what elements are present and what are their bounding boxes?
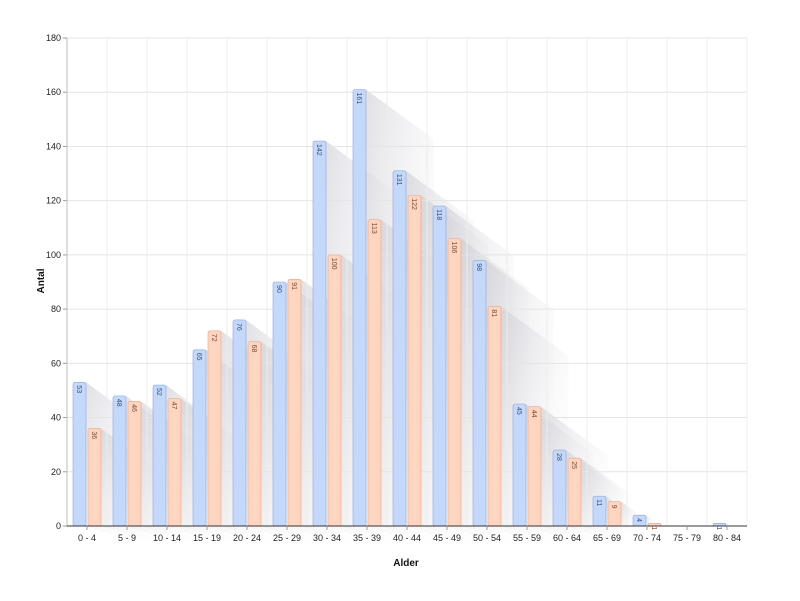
bar (327, 254, 342, 527)
bar (112, 395, 127, 527)
bar-value-label: 36 (90, 431, 97, 439)
gridlines (66, 37, 748, 527)
bar-value-label: 91 (290, 282, 297, 290)
x-tick-label: 80 - 84 (713, 533, 741, 543)
y-tick-label: 0 (56, 521, 61, 531)
bar (432, 205, 447, 527)
bar (312, 140, 327, 527)
bar-value-label: 47 (170, 402, 177, 410)
bar-value-label: 90 (275, 285, 282, 293)
bar (207, 330, 222, 527)
y-tick-label: 60 (51, 358, 61, 368)
bar-value-label: 161 (355, 93, 362, 105)
bar (527, 406, 542, 527)
bar-value-label: 4 (635, 518, 642, 522)
bar-value-label: 81 (490, 309, 497, 317)
y-tick-label: 80 (51, 304, 61, 314)
bar-value-label: 113 (370, 223, 377, 234)
bar-value-label: 100 (330, 258, 337, 270)
bar-value-label: 98 (475, 263, 482, 271)
bar-value-label: 118 (435, 209, 442, 220)
x-tick-label: 10 - 14 (153, 533, 181, 543)
bar (232, 319, 247, 527)
y-tick-label: 40 (51, 413, 61, 423)
bar (392, 170, 407, 527)
y-tick-label: 140 (46, 141, 61, 151)
axes: 0 20 40 60 80 100 120 140 160 180 0 - 4 5 - 9 10 - 1… (46, 33, 747, 543)
x-tick-label: 70 - 74 (633, 533, 661, 543)
bar-value-label: 48 (115, 399, 122, 407)
bar-value-label: 65 (195, 353, 202, 361)
bar (352, 89, 367, 527)
y-tick-label: 20 (51, 467, 61, 477)
bar-value-label: 46 (130, 404, 137, 412)
bar (472, 260, 487, 527)
x-tick-label: 50 - 54 (473, 533, 501, 543)
y-tick-label: 100 (46, 250, 61, 260)
bar (552, 449, 567, 527)
bar (407, 194, 422, 527)
bar-value-label: 25 (570, 461, 577, 469)
bar (247, 341, 262, 527)
bar (72, 382, 87, 527)
bar-value-label: 28 (555, 453, 562, 461)
x-tick-label: 65 - 69 (593, 533, 621, 543)
x-tick-label: 45 - 49 (433, 533, 461, 543)
y-tick-label: 120 (46, 196, 61, 206)
x-tick-label: 30 - 34 (313, 533, 341, 543)
bar (487, 306, 502, 527)
bar (192, 349, 207, 527)
y-axis-title: Antal (36, 268, 47, 293)
x-tick-label: 25 - 29 (273, 533, 301, 543)
bar-value-label: 53 (75, 385, 82, 393)
y-tick-label: 180 (46, 33, 61, 43)
bar-value-label: 76 (235, 323, 242, 331)
x-tick-label: 75 - 79 (673, 533, 701, 543)
bar-value-label: 68 (250, 345, 257, 353)
x-tick-label: 20 - 24 (233, 533, 261, 543)
x-tick-label: 60 - 64 (553, 533, 581, 543)
bar (127, 400, 142, 527)
bar-value-label: 106 (450, 242, 457, 254)
bar (447, 238, 462, 527)
bar-value-label: 122 (410, 198, 417, 210)
bar (287, 278, 302, 527)
bar-value-label: 72 (210, 334, 217, 342)
bar (512, 403, 527, 527)
bar (272, 281, 287, 527)
bar (152, 384, 167, 527)
x-tick-label: 35 - 39 (353, 533, 381, 543)
bar-value-label: 1 (715, 526, 722, 530)
x-tick-label: 5 - 9 (118, 533, 136, 543)
bar (367, 219, 382, 527)
x-tick-label: 55 - 59 (513, 533, 541, 543)
bar (167, 398, 182, 527)
y-tick-label: 160 (46, 87, 61, 97)
x-axis-title: Alder (393, 558, 419, 569)
bar-value-label: 45 (515, 407, 522, 415)
x-tick-label: 40 - 44 (393, 533, 421, 543)
bar-value-label: 9 (610, 505, 617, 509)
bar-value-label: 1 (650, 526, 657, 530)
x-tick-label: 0 - 4 (78, 533, 96, 543)
bar-value-label: 11 (595, 499, 602, 506)
bar-value-label: 52 (155, 388, 162, 396)
x-tick-label: 15 - 19 (193, 533, 221, 543)
bar-shadow-layer (86, 89, 729, 549)
bar-value-label: 131 (395, 174, 402, 186)
bar (87, 428, 102, 527)
bar-value-label: 142 (315, 144, 322, 156)
bar-value-label: 44 (530, 410, 537, 418)
